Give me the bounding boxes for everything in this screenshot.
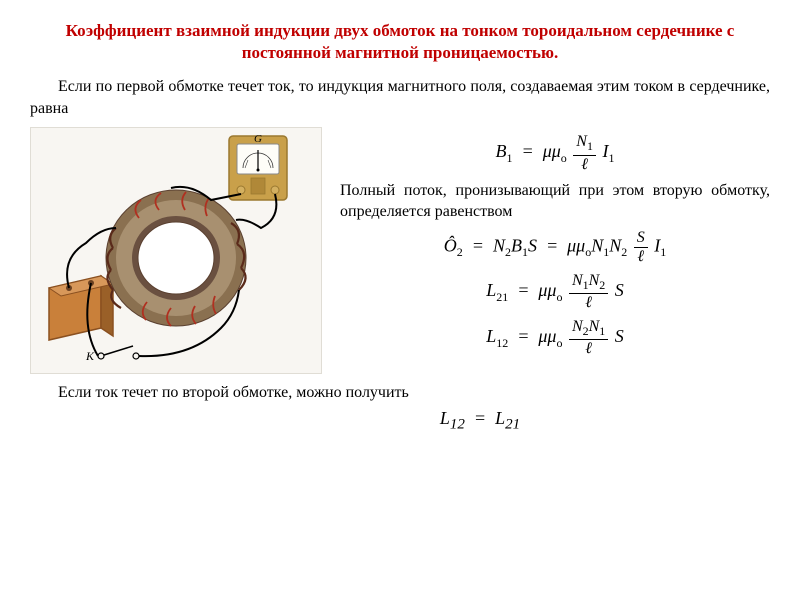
toroid-core <box>106 190 246 326</box>
battery-icon <box>49 276 113 340</box>
formula-Phi2: Ô2 = N2B1S = μμoN1N2 S ℓ I1 <box>340 229 770 266</box>
page-title: Коэффициент взаимной индукции двух обмот… <box>30 20 770 64</box>
formulas-column: B1 = μμo N1 ℓ I1 Полный поток, пронизыва… <box>340 127 770 374</box>
main-content-row: G K <box>30 127 770 374</box>
diagram-column: G K <box>30 127 330 374</box>
galvanometer-icon: G <box>229 133 287 200</box>
formula-B1: B1 = μμo N1 ℓ I1 <box>340 133 770 173</box>
galvanometer-label: G <box>254 133 262 145</box>
formula-L12: L12 = μμo N2N1 ℓ S <box>340 318 770 358</box>
formula-final: L12 = L21 <box>190 408 770 434</box>
formula-L21: L21 = μμo N1N2 ℓ S <box>340 272 770 312</box>
flux-text: Полный поток, пронизывающий при этом вто… <box>340 180 770 223</box>
bottom-text: Если ток течет по второй обмотке, можно … <box>30 382 770 404</box>
switch-label: K <box>85 349 95 363</box>
toroid-circuit-diagram: G K <box>30 127 322 374</box>
intro-text: Если по первой обмотке течет ток, то инд… <box>30 76 770 119</box>
